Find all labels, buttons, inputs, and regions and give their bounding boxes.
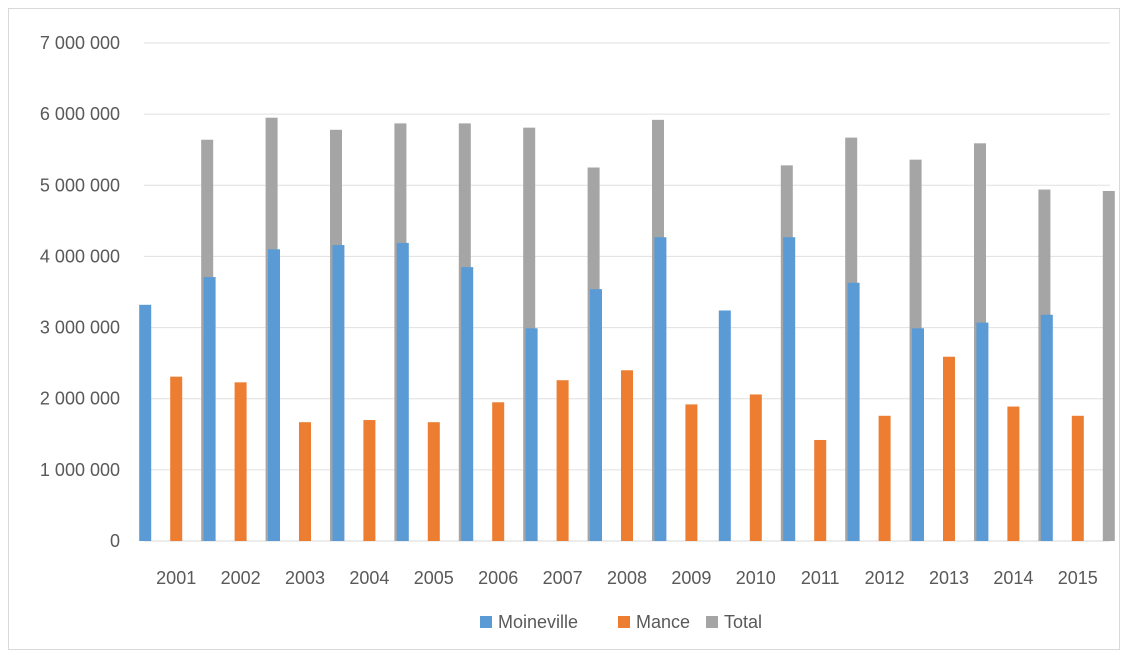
bar-mance-2003 <box>299 422 311 541</box>
bar-mance-2006 <box>492 402 505 541</box>
bar-mance-2002 <box>234 382 247 541</box>
legend-swatch-total <box>706 616 718 628</box>
x-tick-label: 2012 <box>865 568 905 588</box>
bar-moineville-2011 <box>783 237 796 541</box>
bar-moineville-2002 <box>203 277 216 541</box>
x-tick-label: 2015 <box>1058 568 1098 588</box>
legend: Moineville Mance Total <box>480 612 762 632</box>
y-tick-label: 2 000 000 <box>40 389 120 409</box>
bar-moineville-2012 <box>847 282 860 541</box>
x-tick-label: 2004 <box>349 568 389 588</box>
bar-mance-2009 <box>685 404 698 541</box>
x-tick-label: 2007 <box>543 568 583 588</box>
bar-mance-2011 <box>814 439 827 541</box>
x-tick-label: 2013 <box>929 568 969 588</box>
bar-moineville-2009 <box>654 237 667 541</box>
y-tick-label: 5 000 000 <box>40 175 120 195</box>
legend-swatch-moineville <box>480 616 492 628</box>
bar-moineville-2006 <box>461 267 474 541</box>
bar-mance-2014 <box>1007 406 1020 541</box>
bar-mance-2012 <box>878 415 891 541</box>
bar-moineville-2014 <box>976 322 989 541</box>
bar-mance-2008 <box>621 370 633 541</box>
bars <box>139 117 1115 542</box>
y-tick-label: 3 000 000 <box>40 318 120 338</box>
bar-moineville-2010 <box>718 310 731 541</box>
bar-mance-2013 <box>943 356 955 541</box>
chart-frame <box>8 8 1120 650</box>
bar-moineville-2015 <box>1040 314 1053 541</box>
y-tick-label: 4 000 000 <box>40 246 120 266</box>
x-tick-label: 2010 <box>736 568 776 588</box>
bar-mance-2005 <box>427 422 440 541</box>
bar-moineville-2008 <box>590 289 602 541</box>
legend-swatch-mance <box>618 616 630 628</box>
bar-moineville-2005 <box>396 242 409 541</box>
x-tick-label: 2006 <box>478 568 518 588</box>
x-tick-label: 2003 <box>285 568 325 588</box>
y-tick-label: 6 000 000 <box>40 104 120 124</box>
y-tick-label: 7 000 000 <box>40 33 120 53</box>
bar-mance-2007 <box>556 380 569 541</box>
y-axis: 0 1 000 000 2 000 000 3 000 000 4 000 000 5 0… <box>40 33 120 551</box>
x-axis: 2001 2002 2003 2004 2005 2006 2007 2008 2009 2010… <box>156 568 1098 588</box>
bar-moineville-2013 <box>912 328 924 541</box>
legend-label-moineville: Moineville <box>498 612 578 632</box>
x-tick-label: 2014 <box>993 568 1033 588</box>
y-tick-label: 1 000 000 <box>40 460 120 480</box>
bar-moineville-2007 <box>525 328 538 541</box>
x-tick-label: 2009 <box>671 568 711 588</box>
legend-label-mance: Mance <box>636 612 690 632</box>
bar-mance-2015 <box>1071 415 1084 541</box>
bar-mance-2004 <box>363 420 376 541</box>
legend-label-total: Total <box>724 612 762 632</box>
bar-moineville-2001 <box>139 304 152 541</box>
bar-moineville-2003 <box>268 249 280 542</box>
bar-total-2015 <box>1102 190 1115 541</box>
x-tick-label: 2008 <box>607 568 647 588</box>
x-tick-label: 2011 <box>801 568 840 588</box>
y-tick-label: 0 <box>110 531 120 551</box>
x-tick-label: 2005 <box>414 568 454 588</box>
x-tick-label: 2002 <box>221 568 261 588</box>
bar-moineville-2004 <box>332 245 345 541</box>
bar-mance-2010 <box>749 394 762 541</box>
x-tick-label: 2001 <box>156 568 196 588</box>
bar-mance-2001 <box>170 376 183 541</box>
